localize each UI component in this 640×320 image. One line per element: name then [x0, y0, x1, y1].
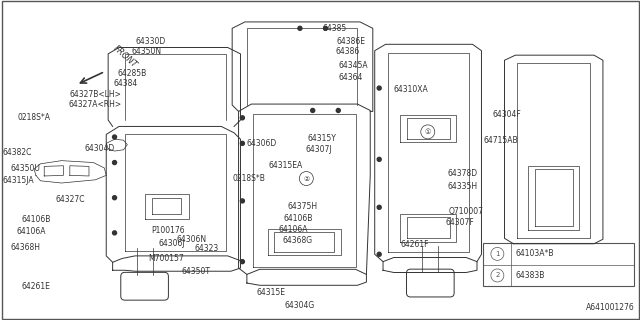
Circle shape [377, 205, 381, 209]
Circle shape [241, 141, 244, 145]
Text: 64106A: 64106A [17, 228, 46, 236]
Text: FRONT: FRONT [111, 44, 139, 69]
Text: 64375H: 64375H [287, 202, 317, 211]
Text: 64327A<RH>: 64327A<RH> [69, 100, 122, 108]
Text: 64378D: 64378D [447, 169, 477, 178]
Text: 64285B: 64285B [117, 68, 147, 77]
Text: 64304G: 64304G [285, 301, 315, 310]
Circle shape [241, 116, 244, 120]
Text: 64384: 64384 [113, 79, 138, 88]
Text: 64383B: 64383B [515, 271, 545, 280]
Text: A641001276: A641001276 [586, 303, 635, 312]
Circle shape [323, 26, 328, 30]
Text: 1: 1 [495, 251, 500, 257]
Text: 64315Y: 64315Y [307, 134, 336, 143]
Text: 64386E: 64386E [337, 36, 365, 46]
Circle shape [377, 252, 381, 256]
Circle shape [377, 157, 381, 161]
Text: 64345A: 64345A [339, 61, 369, 70]
Text: P100176: P100176 [152, 227, 185, 236]
Text: 64306D: 64306D [246, 139, 276, 148]
Text: 64307F: 64307F [445, 218, 474, 227]
Circle shape [113, 135, 116, 139]
Circle shape [113, 196, 116, 200]
Text: 64715AB: 64715AB [483, 136, 518, 145]
Text: ①: ① [425, 129, 431, 135]
Text: 64368G: 64368G [283, 236, 313, 245]
Text: 64330D: 64330D [136, 36, 166, 46]
Circle shape [241, 260, 244, 264]
Text: Q710007: Q710007 [449, 207, 484, 216]
Text: 64306J: 64306J [159, 239, 186, 248]
Text: 64261E: 64261E [22, 282, 51, 291]
Text: 64310XA: 64310XA [394, 84, 429, 93]
Text: 64106B: 64106B [284, 214, 313, 223]
Text: 64315JA: 64315JA [3, 176, 35, 185]
Text: 64106B: 64106B [21, 215, 51, 224]
Text: 64306N: 64306N [176, 235, 206, 244]
Text: 64103A*B: 64103A*B [515, 249, 554, 258]
Text: 64382C: 64382C [2, 148, 31, 156]
Text: 64327C: 64327C [55, 196, 84, 204]
Text: 64385: 64385 [323, 24, 347, 33]
Text: 0218S*B: 0218S*B [232, 174, 265, 183]
Circle shape [377, 86, 381, 90]
Text: 64327B<LH>: 64327B<LH> [69, 90, 122, 99]
Text: 64304F: 64304F [493, 110, 522, 119]
Text: 64350U: 64350U [10, 164, 40, 173]
Text: ②: ② [303, 176, 310, 181]
Text: M700157: M700157 [148, 254, 184, 263]
Text: 64386: 64386 [335, 47, 359, 56]
Text: 64315EA: 64315EA [268, 161, 302, 170]
Text: 64368H: 64368H [10, 244, 40, 252]
Text: 64106A: 64106A [279, 225, 308, 234]
Text: 64307J: 64307J [306, 145, 332, 154]
Text: 64335H: 64335H [447, 182, 477, 191]
Circle shape [241, 199, 244, 203]
Text: 64323: 64323 [195, 244, 219, 253]
Text: 64304D: 64304D [84, 144, 115, 153]
Circle shape [113, 161, 116, 164]
Text: 64315E: 64315E [256, 288, 285, 297]
Circle shape [298, 26, 302, 30]
Text: 64261F: 64261F [401, 240, 429, 249]
Text: 2: 2 [495, 272, 500, 278]
Text: 0218S*A: 0218S*A [17, 113, 51, 122]
Text: 64350T: 64350T [181, 267, 210, 276]
Circle shape [336, 108, 340, 112]
Circle shape [113, 231, 116, 235]
Text: 64364: 64364 [339, 73, 364, 82]
Circle shape [310, 108, 315, 112]
Text: 64350N: 64350N [131, 47, 161, 56]
Bar [483, 243, 634, 286]
